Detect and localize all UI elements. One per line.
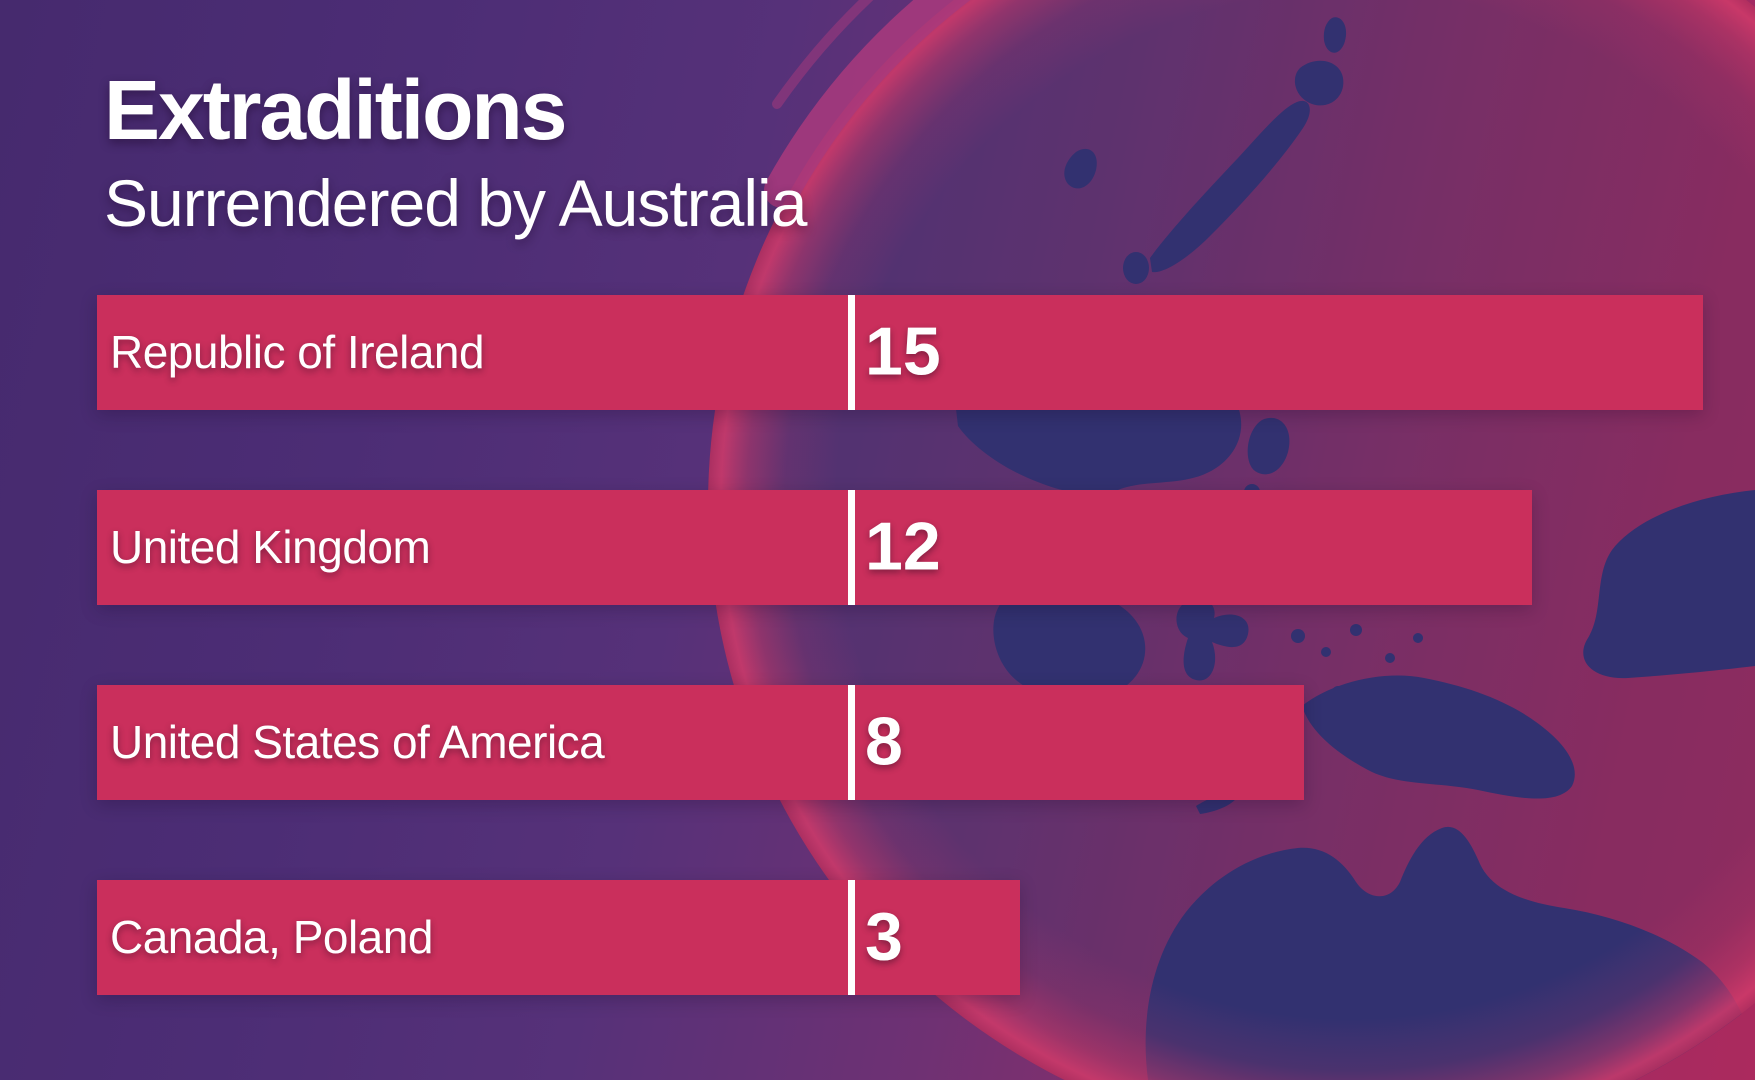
globe-rim-swoosh bbox=[764, 0, 971, 208]
bar-zero-divider bbox=[848, 880, 855, 995]
bar-zero-divider bbox=[848, 685, 855, 800]
bar-zero-divider bbox=[848, 295, 855, 410]
globe-rim-outer-arc bbox=[772, 0, 874, 109]
bar-value-label: 12 bbox=[865, 508, 941, 585]
bar-value-label: 15 bbox=[865, 313, 941, 390]
bar-category-label: United Kingdom bbox=[110, 520, 431, 573]
bar-value-label: 8 bbox=[865, 703, 903, 780]
bar-row: United States of America 8 bbox=[97, 685, 1304, 800]
bar-category-label: Canada, Poland bbox=[110, 910, 433, 963]
bar-category-label: United States of America bbox=[110, 715, 605, 768]
bar-zero-divider bbox=[848, 490, 855, 605]
bar-row: Canada, Poland 3 bbox=[97, 880, 1020, 995]
page-subtitle: Surrendered by Australia bbox=[104, 166, 807, 240]
page-title: Extraditions bbox=[104, 63, 567, 157]
bar-row: United Kingdom 12 bbox=[97, 490, 1532, 605]
bar-row: Republic of Ireland 15 bbox=[97, 295, 1703, 410]
bar-category-label: Republic of Ireland bbox=[110, 325, 485, 378]
bar-value-label: 3 bbox=[865, 898, 903, 975]
